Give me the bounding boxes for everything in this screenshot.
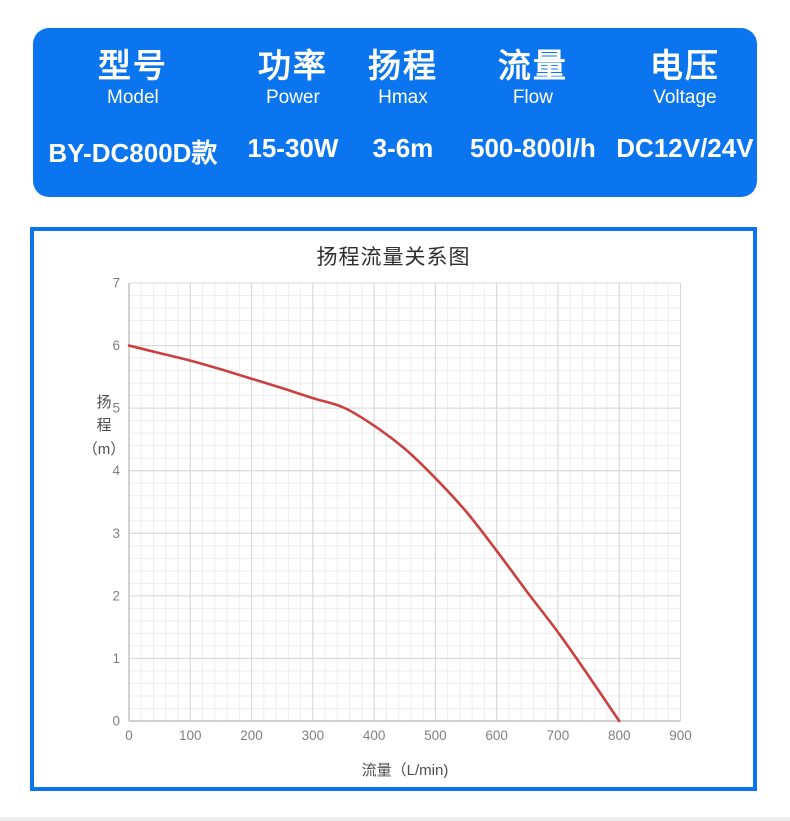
spec-hmax-value: 3-6m (372, 133, 434, 164)
spec-col-hmax: 扬程 Hmax 3-6m (353, 47, 453, 197)
spec-power-zh: 功率 (257, 47, 328, 84)
spec-flow-zh: 流量 (497, 47, 568, 84)
spec-col-model: 型号 Model BY-DC800D款 (33, 47, 233, 197)
chart-title: 扬程流量关系图 (316, 246, 471, 269)
y-axis-title-line1: 扬 (96, 394, 112, 411)
spec-col-voltage: 电压 Voltage DC12V/24V (613, 47, 757, 197)
spec-hmax-zh: 扬程 (367, 47, 438, 84)
flow-head-chart-panel: 扬程流量关系图 0 100 200 300 400 500 600 700 800 900 0 1 2 3… (30, 227, 757, 791)
spec-hmax-en: Hmax (378, 87, 428, 109)
x-tick-label: 0 (125, 728, 133, 743)
x-tick-label: 200 (240, 728, 263, 743)
y-tick-label: 7 (112, 276, 120, 291)
spec-flow-value: 500-800l/h (470, 133, 596, 164)
y-axis-title: 扬 程 （m） (78, 391, 130, 461)
x-tick-label: 600 (485, 728, 508, 743)
flow-head-chart-svg: 0 100 200 300 400 500 600 700 800 900 0 1 2 3 4 5 6 7 (112, 276, 692, 744)
x-tick-label: 800 (608, 728, 631, 743)
spec-power-value: 15-30W (247, 133, 339, 164)
y-axis-title-line3: （m） (82, 440, 126, 458)
x-tick-label: 400 (363, 728, 386, 743)
y-tick-label: 6 (112, 338, 120, 353)
y-tick-label: 0 (112, 714, 120, 729)
spec-model-en: Model (107, 87, 159, 109)
spec-voltage-en: Voltage (653, 87, 717, 109)
spec-col-flow: 流量 Flow 500-800l/h (453, 47, 613, 197)
x-axis-title: 流量（L/min) (361, 762, 449, 779)
spec-flow-en: Flow (512, 87, 553, 109)
spec-power-en: Power (265, 87, 320, 109)
spec-model-zh: 型号 (97, 47, 168, 84)
y-tick-label: 4 (112, 463, 120, 478)
x-tick-label: 900 (669, 728, 692, 743)
spec-voltage-value: DC12V/24V (616, 133, 754, 164)
footer-bar (0, 817, 790, 821)
spec-model-value: BY-DC800D款 (48, 138, 218, 169)
y-tick-label: 3 (112, 526, 120, 541)
y-axis-title-line2: 程 (96, 417, 112, 435)
x-tick-label: 500 (424, 728, 447, 743)
spec-col-power: 功率 Power 15-30W (233, 47, 353, 197)
x-tick-label: 700 (547, 728, 570, 743)
spec-voltage-zh: 电压 (649, 47, 720, 84)
y-tick-label: 1 (112, 651, 120, 666)
x-tick-label: 300 (302, 728, 325, 743)
y-tick-label: 5 (112, 401, 120, 416)
y-tick-label: 2 (112, 588, 120, 603)
x-tick-label: 100 (179, 728, 202, 743)
spec-header: 型号 Model BY-DC800D款 功率 Power 15-30W 扬程 H… (33, 28, 757, 197)
flow-head-curve (127, 344, 621, 723)
